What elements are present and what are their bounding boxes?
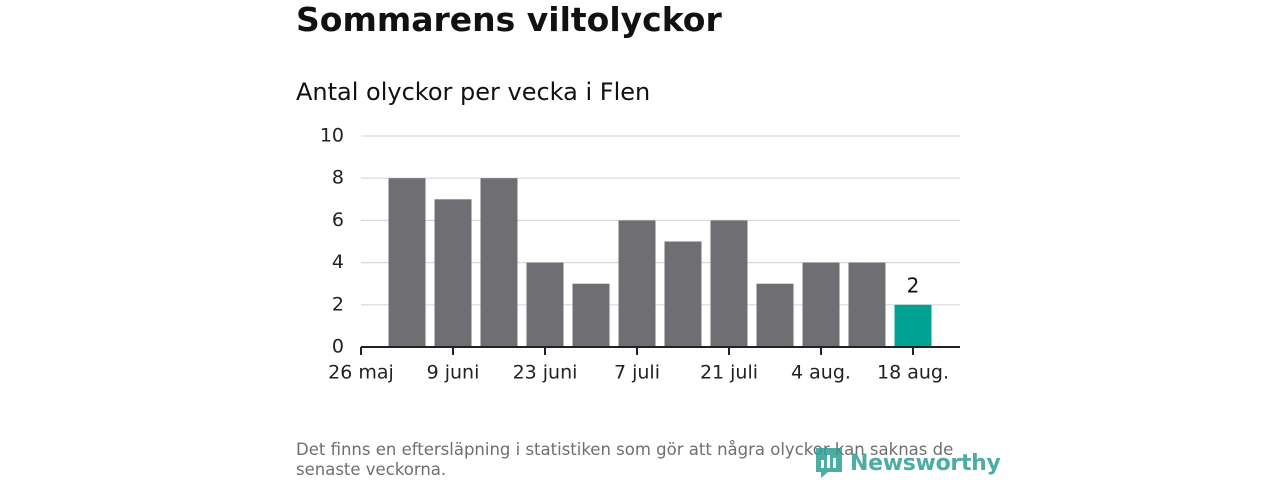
bar-data-label: 2: [907, 273, 920, 297]
x-tick-label: 4 aug.: [791, 362, 851, 384]
bar: [388, 178, 426, 347]
x-tick-label: 18 aug.: [877, 362, 949, 384]
bar: [664, 241, 702, 347]
x-tick-label: 23 juni: [513, 362, 578, 384]
y-tick-label: 2: [332, 293, 344, 315]
bar: [756, 283, 794, 347]
page-title: Sommarens viltolyckor: [296, 0, 722, 39]
bar: [848, 262, 886, 347]
bar: [480, 178, 518, 347]
newsworthy-logo-icon: [816, 448, 842, 478]
y-tick-label: 8: [332, 167, 344, 189]
x-tick-label: 21 juli: [700, 362, 758, 384]
bar: [434, 199, 472, 347]
bar: [526, 262, 564, 347]
y-tick-label: 6: [332, 209, 344, 231]
chart-subtitle: Antal olyckor per vecka i Flen: [296, 78, 651, 106]
x-tick-label: 7 juli: [614, 362, 660, 384]
newsworthy-logo: Newsworthy: [814, 446, 1001, 480]
bar: [710, 220, 748, 347]
bar: [802, 262, 840, 347]
y-tick-label: 10: [320, 125, 344, 147]
bar-highlight: [894, 304, 932, 347]
y-tick-label: 4: [332, 251, 344, 273]
logo-text: Newsworthy: [850, 450, 1001, 476]
x-tick-label: 26 maj: [328, 362, 394, 384]
bar: [618, 220, 656, 347]
footnote: Det finns en eftersläpning i statistiken…: [296, 440, 954, 479]
y-tick-label: 0: [332, 336, 344, 358]
x-tick-label: 9 juni: [427, 362, 480, 384]
bar: [572, 283, 610, 347]
